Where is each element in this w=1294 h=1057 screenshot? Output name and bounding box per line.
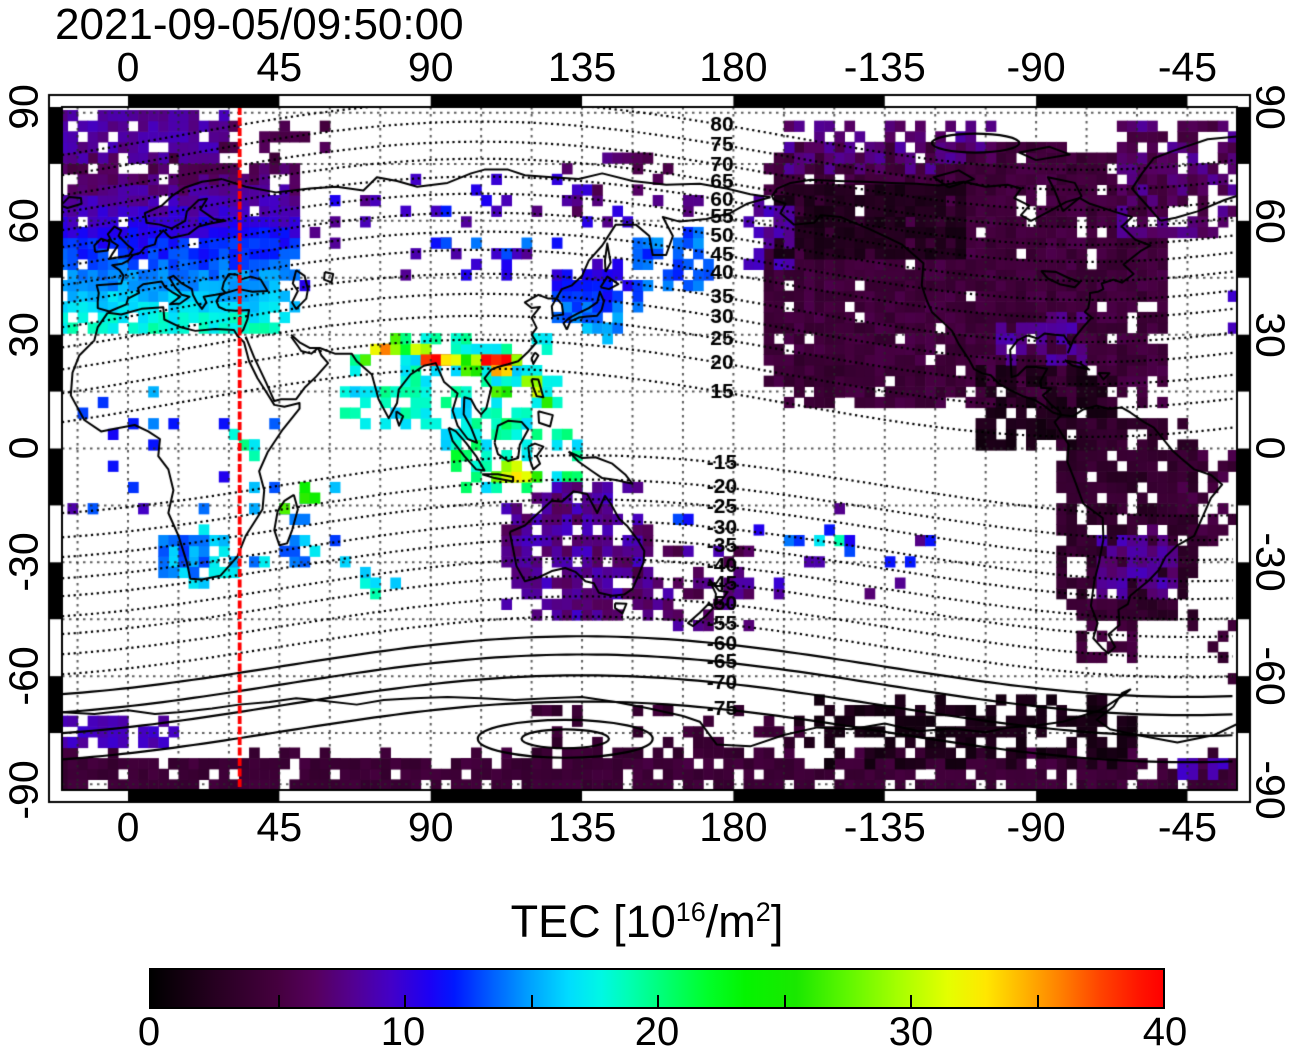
- lat-tick-label-right: 60: [1247, 198, 1294, 244]
- lat-tick-label-right: 30: [1247, 311, 1294, 358]
- colorbar-minor-tick: [657, 995, 659, 1007]
- lat-tick-label-left: 0: [0, 437, 47, 460]
- lon-tick-label-top: 180: [699, 44, 768, 90]
- lat-tick-label-left: -30: [0, 532, 47, 592]
- lon-tick-label-top: 0: [116, 44, 140, 90]
- lon-tick-label-bottom: -45: [1157, 804, 1218, 850]
- colorbar-tick-label: 10: [380, 1010, 426, 1054]
- colorbar-tick-label: 0: [137, 1010, 161, 1054]
- lat-tick-label-left: -90: [0, 760, 47, 820]
- lon-tick-label-top: 135: [547, 44, 617, 90]
- lat-tick-label-right: -60: [1247, 646, 1294, 706]
- colorbar-title-exponent-2: 2: [755, 897, 771, 927]
- lon-tick-label-top: -135: [843, 44, 926, 90]
- colorbar-minor-tick: [404, 995, 406, 1007]
- lat-tick-label-right: -30: [1247, 532, 1294, 592]
- lon-tick-label-bottom: -135: [843, 804, 926, 850]
- lon-tick-label-bottom: 45: [256, 804, 303, 850]
- colorbar-tick-label: 30: [888, 1010, 934, 1054]
- lon-tick-label-top: -45: [1157, 44, 1218, 90]
- lat-tick-label-right: -90: [1247, 760, 1294, 820]
- lon-tick-label-bottom: 0: [116, 804, 140, 850]
- lat-tick-label-left: 60: [0, 198, 47, 244]
- colorbar-gradient: [149, 968, 1165, 1009]
- colorbar-title: TEC [1016/m2]: [510, 896, 784, 947]
- colorbar-minor-tick: [783, 995, 786, 1007]
- lon-tick-label-bottom: 135: [547, 804, 617, 850]
- timestamp-title: 2021-09-05/09:50:00: [55, 0, 464, 49]
- lon-tick-label-bottom: -90: [1006, 804, 1066, 850]
- colorbar-minor-tick: [277, 995, 280, 1007]
- lon-tick-label-top: 45: [256, 44, 303, 90]
- colorbar-minor-tick: [1036, 995, 1039, 1007]
- colorbar-minor-tick: [530, 995, 533, 1007]
- lat-tick-label-left: 90: [0, 84, 47, 130]
- lat-tick-label-left: 30: [0, 311, 47, 358]
- lon-tick-label-bottom: 90: [407, 804, 454, 850]
- lon-tick-label-bottom: 180: [699, 804, 768, 850]
- lat-tick-label-right: 90: [1247, 84, 1294, 130]
- colorbar-title-exponent: 16: [675, 897, 706, 927]
- colorbar-minor-tick: [910, 995, 912, 1007]
- lon-tick-label-top: 90: [407, 44, 454, 90]
- lat-tick-label-left: -60: [0, 646, 47, 706]
- colorbar-tick-label: 20: [634, 1010, 680, 1054]
- lon-tick-label-top: -90: [1006, 44, 1066, 90]
- colorbar-tick-label: 40: [1142, 1010, 1188, 1054]
- lat-tick-label-right: 0: [1247, 437, 1294, 460]
